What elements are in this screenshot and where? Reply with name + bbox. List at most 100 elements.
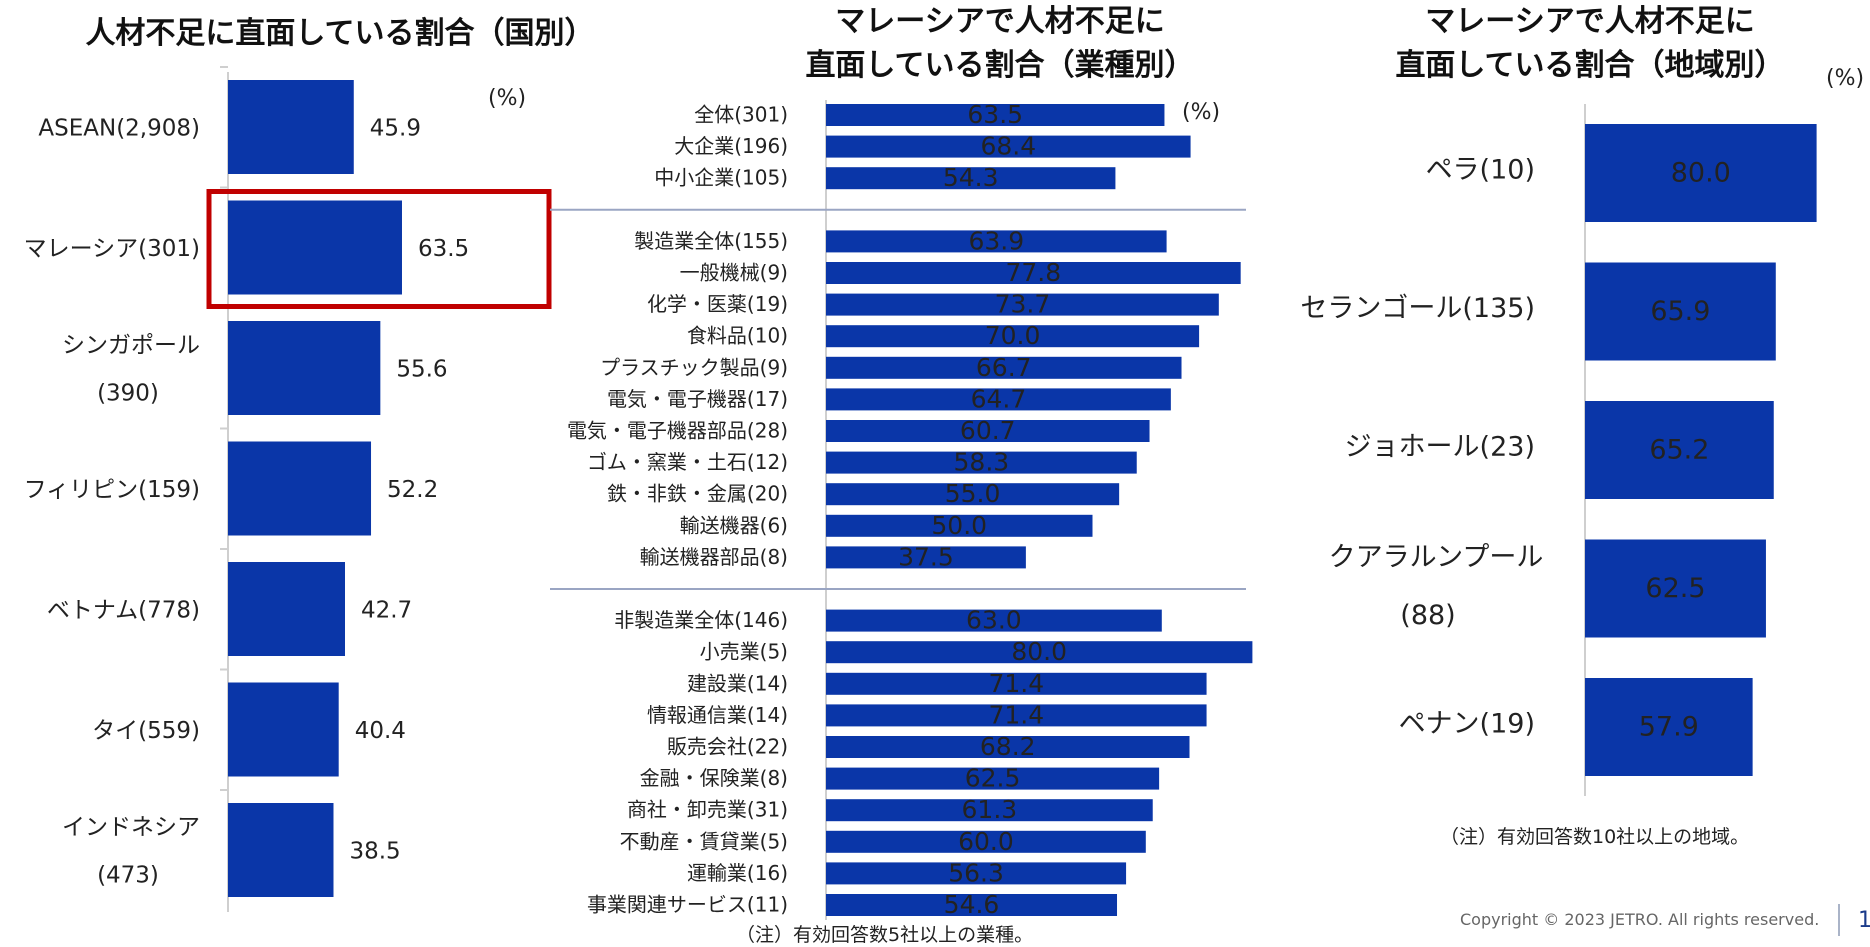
country-unit-label: (%) [488,86,527,111]
industry-category-label: 鉄・非鉄・金属(20) [607,482,788,506]
country-value-label: 38.5 [349,839,400,865]
country-category-label: フィリピン(159) [24,477,200,503]
region-value-label: 80.0 [1671,158,1731,189]
country-bar [228,803,334,897]
industry-bar [826,356,1182,379]
country-bar [228,562,345,656]
industry-value-label: 62.5 [965,764,1021,793]
industry-category-label: 金融・保険業(8) [640,766,788,790]
industry-category-label: 電気・電子機器(17) [607,387,788,411]
industry-value-label: 70.0 [985,321,1041,350]
industry-note: （注）有効回答数5社以上の業種。 [736,924,1034,946]
industry-unit-label: (%) [1182,100,1221,125]
industry-bar [826,483,1120,506]
industry-bar [826,704,1207,727]
region-category-label: クアラルンプール [1329,542,1544,573]
industry-category-label: 輸送機器(6) [680,513,788,537]
industry-bar [826,514,1093,537]
industry-value-label: 55.0 [945,479,1001,508]
industry-bar [826,736,1190,758]
page-separator [1838,904,1840,936]
industry-category-label: 全体(301) [694,103,788,127]
industry-bar [826,641,1253,664]
industry-bar [826,230,1167,253]
region-chart-title: マレーシアで人材不足に 直面している割合（地域別） [1380,0,1800,88]
industry-value-label: 68.4 [980,132,1036,161]
industry-value-label: 56.3 [948,858,1004,887]
country-bar [228,441,372,536]
industry-bar [826,388,1171,411]
industry-value-label: 58.3 [954,448,1010,477]
country-value-label: 63.5 [418,236,469,262]
industry-category-label: 商社・卸売業(31) [627,798,788,822]
industry-value-label: 64.7 [971,384,1027,413]
country-value-label: 42.7 [361,598,412,624]
industry-category-label: 小売業(5) [700,640,788,664]
country-category-label: インドネシア [62,815,200,841]
region-value-label: 65.9 [1650,296,1710,327]
industry-bar [826,862,1127,885]
region-value-label: 65.2 [1649,435,1709,466]
industry-bar [826,672,1207,695]
region-bar [1585,262,1776,361]
industry-bar [826,262,1241,284]
industry-category-label: 大企業(196) [674,134,788,158]
industry-category-label: プラスチック製品(9) [600,355,788,379]
industry-bar [826,167,1116,190]
industry-bar [826,325,1200,348]
industry-bar [826,767,1160,790]
country-category-label: シンガポール [62,333,200,359]
highlight-box [206,189,552,309]
industry-bar [826,420,1150,442]
industry-value-label: 71.4 [988,669,1044,698]
industry-category-label: 運輸業(16) [687,861,788,885]
industry-value-label: 60.7 [960,416,1016,445]
industry-bar [826,104,1165,126]
industry-value-label: 63.5 [967,100,1023,129]
country-value-label: 40.4 [355,718,406,744]
industry-bar [826,135,1191,158]
industry-bar [826,894,1118,916]
industry-category-label: 製造業全体(155) [634,229,788,253]
region-bar [1585,401,1774,499]
industry-chart-title: マレーシアで人材不足に 直面している割合（業種別） [750,0,1250,88]
region-category-label: ペナン(19) [1399,709,1535,740]
industry-bar [826,609,1162,632]
country-category-label: タイ(559) [92,718,200,744]
industry-category-label: 化学・医薬(19) [647,292,788,316]
industry-category-label: 中小企業(105) [654,166,788,190]
industry-category-label: 事業関連サービス(11) [587,893,788,917]
industry-value-label: 77.8 [1006,258,1062,287]
industry-value-label: 63.9 [968,226,1024,255]
region-bar [1585,678,1753,776]
region-value-label: 62.5 [1645,573,1705,604]
industry-value-label: 73.7 [995,290,1051,319]
region-category-label: (88) [1400,600,1455,631]
industry-category-label: 不動産・賃貸業(5) [620,829,788,853]
industry-value-label: 71.4 [988,700,1044,729]
industry-bar [826,546,1026,569]
country-category-label: ASEAN(2,908) [38,116,200,142]
country-category-label: ベトナム(778) [47,598,200,624]
country-bar [228,682,339,777]
copyright-text: Copyright © 2023 JETRO. All rights reser… [1460,910,1820,929]
industry-value-label: 61.3 [962,795,1018,824]
region-title-line2: 直面している割合（地域別） [1395,48,1785,83]
page-number: 1 [1858,908,1870,933]
industry-bar [826,830,1146,853]
region-value-label: 57.9 [1639,712,1699,743]
industry-value-label: 50.0 [931,511,987,540]
country-category-label: マレーシア(301) [24,236,200,262]
region-bar [1585,124,1817,222]
industry-category-label: ゴム・窯業・土石(12) [587,450,788,474]
country-value-label: 45.9 [370,116,421,142]
region-bar [1585,539,1766,638]
industry-bar [826,799,1153,822]
country-category-label: (473) [97,863,159,889]
region-title-line1: マレーシアで人材不足に [1425,4,1755,39]
industry-category-label: 輸送機器部品(8) [640,545,788,569]
industry-category-label: 販売会社(22) [667,735,788,759]
industry-value-label: 54.3 [943,163,999,192]
industry-value-label: 80.0 [1011,637,1067,666]
